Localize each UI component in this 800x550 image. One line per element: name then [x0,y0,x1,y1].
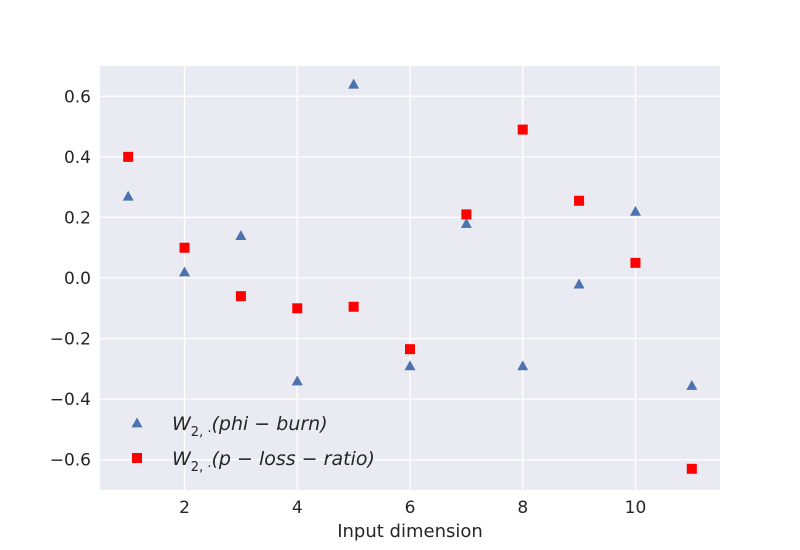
triangle-point [235,230,247,240]
legend-label-text: (p − loss − ratio) [211,448,374,470]
square-point [405,344,415,355]
y-tick-label: −0.2 [50,330,91,350]
legend: W2, ·(phi − burn)W2, ·(p − loss − ratio) [131,413,375,475]
square-point [235,291,246,302]
square-point [574,195,585,206]
legend-marker [132,453,142,463]
legend-label-base: W [172,413,192,435]
x-tick-label: 8 [517,498,528,518]
data-points [122,78,698,474]
square-point [179,242,190,253]
square-point [686,463,697,474]
legend-label: W2, ·(phi − burn) [172,413,328,440]
x-tick-label: 10 [625,498,647,518]
triangle-point [404,360,416,371]
y-tick-label: 0.0 [64,269,91,289]
x-tick-label: 6 [405,498,416,518]
triangle-point [573,278,585,289]
legend-label-subscript: 2, · [191,460,212,475]
x-axis-label: Input dimension [337,521,483,542]
triangle-point [348,78,360,89]
square-point [461,209,472,220]
square-point [630,257,641,268]
legend-label: W2, ·(p − loss − ratio) [172,448,375,475]
triangle-point [291,375,303,386]
legend-label-text: (phi − burn) [211,413,327,435]
triangle-point [122,190,134,201]
triangle-point [686,380,698,390]
y-tick-label: 0.6 [64,87,91,107]
y-tick-labels: −0.6 −0.4 −0.2 0.0 0.2 0.4 0.6 [50,87,91,470]
triangle-point [460,217,472,228]
square-point [123,151,134,162]
triangle-point [629,205,641,216]
x-tick-labels: 2 4 6 8 10 [179,498,646,518]
square-point [517,124,528,135]
square-point [292,303,303,314]
y-tick-label: −0.4 [50,390,91,410]
y-tick-label: −0.6 [50,451,91,471]
x-tick-label: 4 [292,498,303,518]
y-tick-label: 0.2 [64,208,91,228]
triangle-point [179,266,191,277]
square-point [348,301,359,312]
legend-marker [131,417,143,428]
legend-label-base: W [172,448,192,470]
legend-label-subscript: 2, · [191,425,212,440]
triangle-point [517,360,529,371]
y-tick-label: 0.4 [64,148,91,168]
grid-lines [100,66,720,490]
x-tick-label: 2 [179,498,190,518]
